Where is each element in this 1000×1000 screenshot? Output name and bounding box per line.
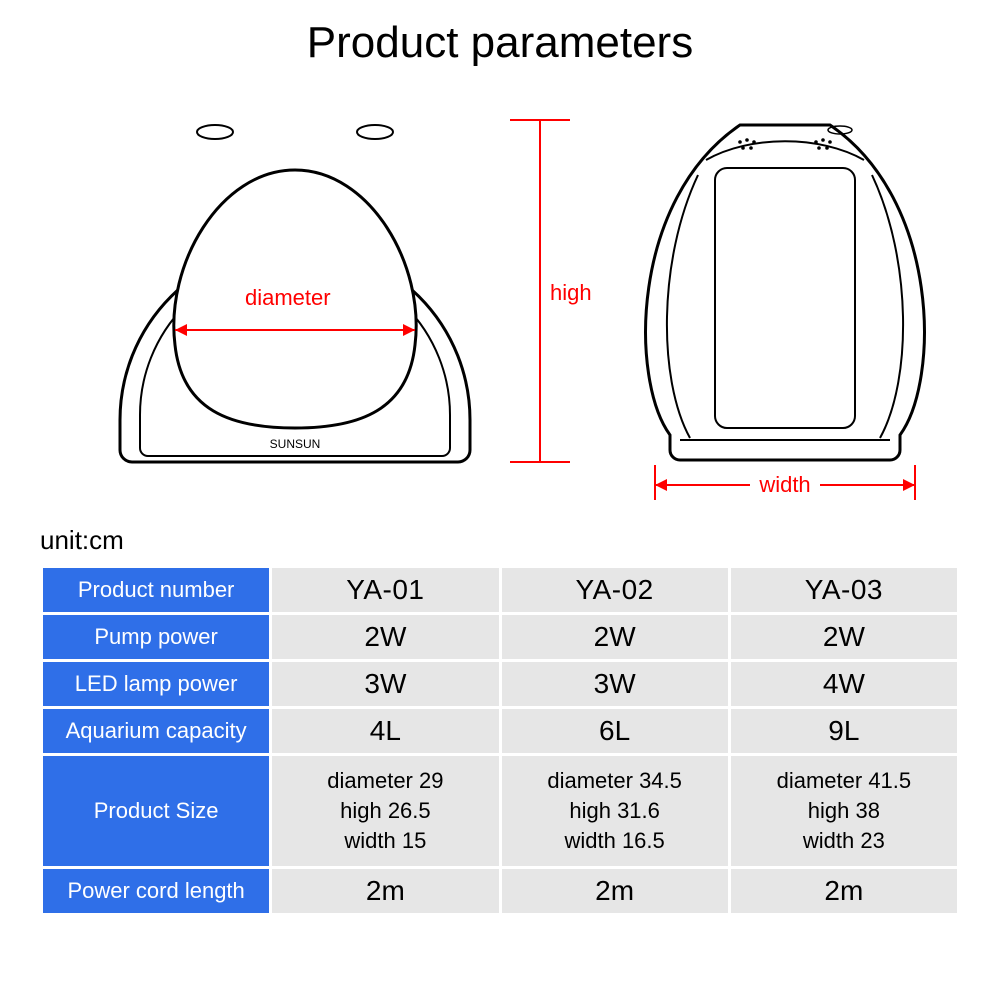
row-product-number: Product number YA-01 YA-02 YA-03: [43, 568, 957, 612]
page-title: Product parameters: [0, 18, 1000, 68]
value-product-number-0: YA-01: [272, 568, 498, 612]
value-size-1: diameter 34.5 high 31.6 width 16.5: [502, 756, 728, 866]
value-pump-power-1: 2W: [502, 615, 728, 659]
header-capacity: Aquarium capacity: [43, 709, 269, 753]
value-size-0: diameter 29 high 26.5 width 15: [272, 756, 498, 866]
row-cord: Power cord length 2m 2m 2m: [43, 869, 957, 913]
height-label: high: [550, 280, 592, 305]
header-led-power: LED lamp power: [43, 662, 269, 706]
header-cord: Power cord length: [43, 869, 269, 913]
spec-table: Product number YA-01 YA-02 YA-03 Pump po…: [40, 565, 960, 916]
unit-label: unit:cm: [40, 525, 124, 556]
height-dimension: high: [510, 120, 592, 462]
dimension-diagrams: SUNSUN diameter high: [40, 80, 960, 510]
value-capacity-0: 4L: [272, 709, 498, 753]
diameter-label: diameter: [245, 285, 331, 310]
value-capacity-2: 9L: [731, 709, 957, 753]
row-pump-power: Pump power 2W 2W 2W: [43, 615, 957, 659]
value-led-power-2: 4W: [731, 662, 957, 706]
value-cord-2: 2m: [731, 869, 957, 913]
row-size: Product Size diameter 29 high 26.5 width…: [43, 756, 957, 866]
value-pump-power-0: 2W: [272, 615, 498, 659]
value-product-number-2: YA-03: [731, 568, 957, 612]
row-capacity: Aquarium capacity 4L 6L 9L: [43, 709, 957, 753]
row-led-power: LED lamp power 3W 3W 4W: [43, 662, 957, 706]
header-size: Product Size: [43, 756, 269, 866]
value-size-2: diameter 41.5 high 38 width 23: [731, 756, 957, 866]
value-pump-power-2: 2W: [731, 615, 957, 659]
front-view: SUNSUN diameter: [120, 125, 470, 462]
brand-text: SUNSUN: [270, 437, 321, 451]
value-led-power-0: 3W: [272, 662, 498, 706]
side-view: width: [646, 125, 925, 500]
width-label: width: [758, 472, 810, 497]
value-capacity-1: 6L: [502, 709, 728, 753]
value-product-number-1: YA-02: [502, 568, 728, 612]
header-product-number: Product number: [43, 568, 269, 612]
diagram-svg: SUNSUN diameter high: [40, 80, 960, 510]
header-pump-power: Pump power: [43, 615, 269, 659]
value-led-power-1: 3W: [502, 662, 728, 706]
value-cord-0: 2m: [272, 869, 498, 913]
value-cord-1: 2m: [502, 869, 728, 913]
